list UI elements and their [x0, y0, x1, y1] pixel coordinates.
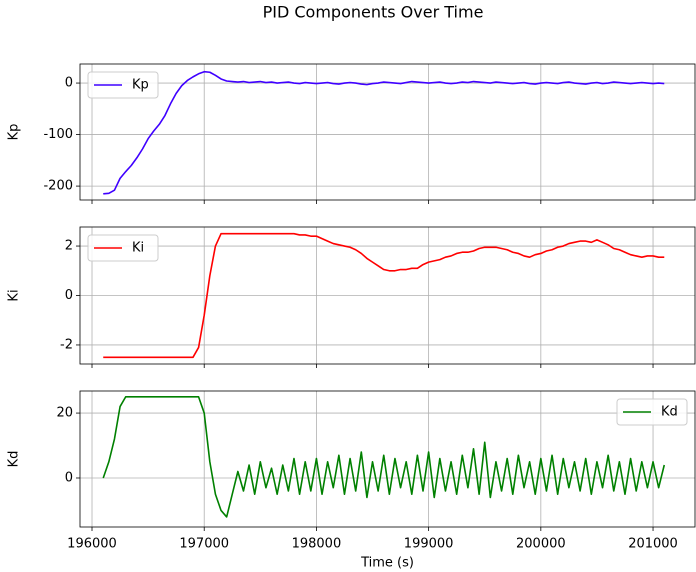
y-tick-label: -200 [43, 179, 73, 194]
series-line [102, 396, 666, 518]
x-tick-label: 199000 [404, 537, 454, 552]
x-tick-label: 197000 [179, 537, 229, 552]
series-line [103, 70, 665, 195]
y-axis-label: Kd [7, 451, 22, 468]
y-tick-label: 2 [65, 239, 73, 254]
legend-box [87, 71, 159, 99]
axes-frame [79, 63, 696, 201]
axes-frame [79, 390, 696, 528]
x-tick-label: 196000 [67, 537, 117, 552]
y-tick-label: -2 [60, 337, 73, 352]
x-tick-label: 198000 [292, 537, 342, 552]
y-tick-label: 0 [65, 470, 73, 485]
axes-frame [79, 226, 696, 365]
y-axis-label: Ki [7, 289, 22, 301]
legend-box [87, 234, 159, 262]
y-axis-label: Kp [7, 124, 22, 141]
x-tick-label: 200000 [516, 537, 566, 552]
legend-label: Kd [661, 405, 678, 420]
legend-label: Kp [132, 78, 149, 93]
legend-label: Ki [132, 241, 144, 256]
legend-box [616, 398, 688, 426]
figure-title: PID Components Over Time [263, 3, 484, 22]
y-tick-label: -100 [43, 127, 73, 142]
series-line [103, 232, 665, 359]
y-tick-label: 0 [65, 76, 73, 91]
x-tick-label: 201000 [628, 537, 678, 552]
x-axis-label: Time (s) [360, 556, 414, 571]
y-tick-label: 0 [65, 288, 73, 303]
y-tick-label: 20 [56, 406, 73, 421]
